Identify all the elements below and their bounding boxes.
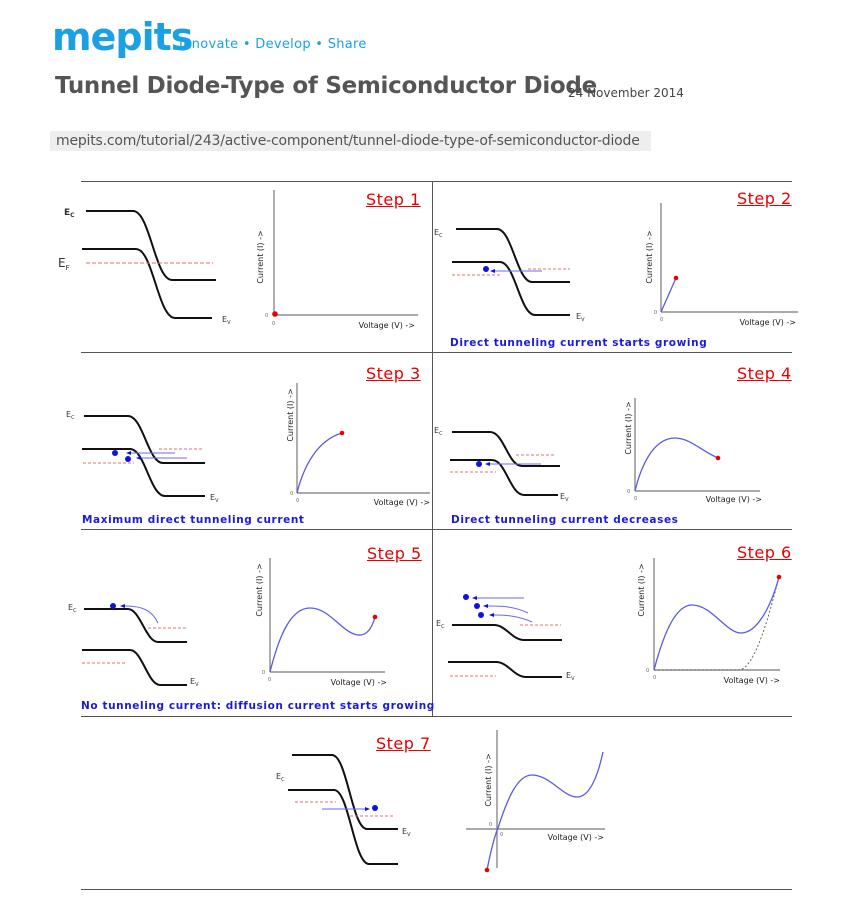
tagline: Innovate • Develop • Share	[179, 37, 367, 52]
svg-text:EC: EC	[66, 410, 75, 421]
step-2-caption: Direct tunneling current starts growing	[450, 337, 708, 349]
step-6-iv-chart: Current (I) -> Voltage (V) -> 0 0	[637, 558, 782, 685]
operating-point	[673, 275, 679, 281]
svg-text:Current (I) ->: Current (I) ->	[624, 401, 633, 454]
step-2-band-diagram: EC EV	[434, 228, 585, 323]
step-5-caption: No tunneling current: diffusion current …	[81, 700, 435, 712]
svg-text:Voltage (V) ->: Voltage (V) ->	[740, 318, 796, 327]
svg-text:EC: EC	[64, 208, 75, 219]
step-5-band-diagram: EC EV	[68, 603, 199, 688]
step-5-label: Step 5	[367, 544, 422, 563]
svg-text:EC: EC	[436, 619, 445, 630]
step-5-iv-chart: Current (I) -> Voltage (V) -> 0 0	[255, 558, 387, 687]
divider	[81, 529, 792, 530]
electron-icon	[463, 594, 469, 600]
step-7-label: Step 7	[376, 734, 431, 753]
step-2-label: Step 2	[737, 189, 792, 208]
step-6-label: Step 6	[737, 543, 792, 562]
svg-text:0: 0	[634, 496, 637, 502]
svg-text:EV: EV	[566, 671, 575, 682]
svg-text:EC: EC	[434, 228, 443, 239]
svg-text:0: 0	[654, 310, 657, 316]
electron-icon	[476, 461, 482, 467]
operating-point	[776, 574, 782, 580]
operating-point	[339, 430, 345, 436]
operating-point	[484, 867, 490, 873]
svg-text:Voltage (V) ->: Voltage (V) ->	[724, 676, 780, 685]
svg-text:0: 0	[268, 677, 271, 683]
svg-text:Voltage (V) ->: Voltage (V) ->	[331, 678, 387, 687]
step-4-label: Step 4	[737, 364, 792, 383]
step-3-label: Step 3	[366, 364, 421, 383]
url-bar[interactable]: mepits.com/tutorial/243/active-component…	[50, 131, 651, 151]
svg-text:EV: EV	[576, 312, 585, 323]
svg-text:0: 0	[265, 313, 268, 319]
divider	[432, 181, 433, 716]
step-2-iv-chart: Current (I) -> Voltage (V) -> 0 0	[645, 203, 798, 327]
svg-text:0: 0	[272, 321, 275, 327]
svg-text:Current (I) ->: Current (I) ->	[255, 563, 264, 616]
svg-text:EF: EF	[58, 256, 70, 272]
svg-text:EC: EC	[434, 426, 443, 437]
step-1-band-diagram: EC EF EV	[58, 208, 231, 326]
electron-icon	[125, 456, 131, 462]
step-7-iv-chart: Current (I) -> Voltage (V) -> 0 0	[466, 730, 605, 873]
svg-text:Current (I) ->: Current (I) ->	[484, 753, 493, 806]
electron-icon	[483, 266, 489, 272]
url-text: mepits.com/tutorial/243/active-component…	[56, 133, 640, 149]
step-4-band-diagram: EC EV	[434, 426, 569, 503]
divider	[81, 181, 792, 182]
operating-point	[715, 455, 721, 461]
svg-text:EV: EV	[210, 493, 219, 504]
electron-icon	[474, 603, 480, 609]
svg-text:EC: EC	[68, 603, 77, 614]
step-3-band-diagram: EC EV	[66, 410, 219, 504]
svg-text:EV: EV	[222, 315, 231, 326]
svg-text:Voltage (V) ->: Voltage (V) ->	[548, 833, 604, 842]
svg-text:Current (I) ->: Current (I) ->	[637, 563, 646, 616]
svg-text:0: 0	[489, 822, 492, 828]
step-7-band-diagram: EC EV	[276, 754, 411, 865]
electron-icon	[112, 450, 118, 456]
svg-text:0: 0	[290, 491, 293, 497]
electron-icon	[110, 603, 116, 609]
step-4-iv-chart: Current (I) -> Voltage (V) -> 0 0	[624, 398, 762, 504]
svg-text:0: 0	[627, 489, 630, 495]
step-6-band-diagram: EC EV	[436, 594, 575, 682]
operating-point	[272, 311, 278, 317]
electron-icon	[372, 805, 378, 811]
svg-text:0: 0	[653, 675, 656, 681]
svg-text:EV: EV	[190, 677, 199, 688]
svg-text:0: 0	[500, 832, 503, 838]
svg-text:Current (I) ->: Current (I) ->	[256, 230, 265, 283]
electron-icon	[478, 612, 484, 618]
operating-point	[372, 614, 378, 620]
mepits-logo[interactable]: mepits	[52, 15, 193, 59]
step-1-label: Step 1	[366, 190, 421, 209]
page-title: Tunnel Diode-Type of Semiconductor Diode	[55, 73, 597, 99]
svg-text:0: 0	[262, 670, 265, 676]
svg-text:0: 0	[660, 317, 663, 323]
svg-text:Voltage (V) ->: Voltage (V) ->	[359, 321, 415, 330]
svg-text:Current (I) ->: Current (I) ->	[286, 388, 295, 441]
svg-text:0: 0	[296, 498, 299, 504]
svg-text:Voltage (V) ->: Voltage (V) ->	[374, 498, 430, 507]
svg-text:EV: EV	[402, 827, 411, 838]
divider	[81, 716, 792, 717]
step-3-iv-chart: Current (I) -> Voltage (V) -> 0 0	[286, 383, 430, 507]
step-4-caption: Direct tunneling current decreases	[451, 514, 679, 526]
divider	[81, 889, 792, 890]
svg-text:0: 0	[646, 668, 649, 674]
svg-text:EV: EV	[560, 492, 569, 503]
svg-text:Current (I) ->: Current (I) ->	[645, 230, 654, 283]
divider	[81, 352, 792, 353]
svg-text:Voltage (V) ->: Voltage (V) ->	[706, 495, 762, 504]
svg-text:EC: EC	[276, 772, 285, 783]
step-1-iv-chart: Current (I) -> Voltage (V) -> 0 0	[256, 190, 418, 330]
publish-date: 24 November 2014	[568, 86, 684, 100]
step-3-caption: Maximum direct tunneling current	[82, 514, 305, 526]
